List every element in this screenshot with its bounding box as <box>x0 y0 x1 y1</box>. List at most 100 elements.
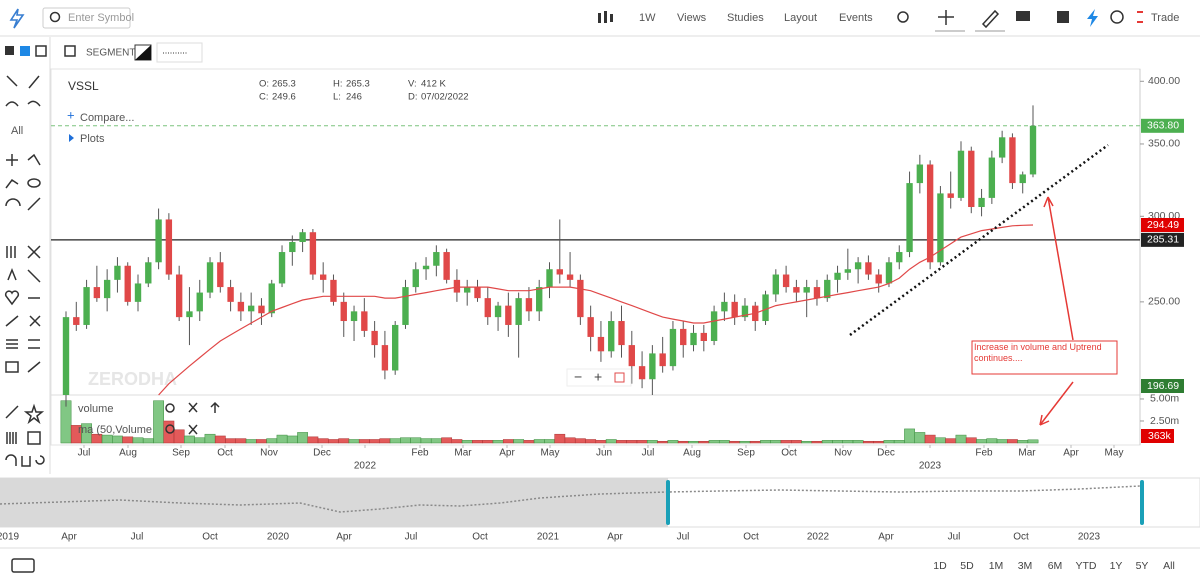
legend-key: D: <box>408 92 418 103</box>
range-button[interactable]: 6M <box>1048 560 1063 572</box>
candle-body <box>62 317 70 395</box>
volume-bar <box>379 438 391 444</box>
zoom-reset[interactable] <box>614 372 625 383</box>
moving-average <box>158 224 1034 396</box>
y-tick-label: 400.00 <box>1148 75 1180 87</box>
volume-bar <box>749 440 761 444</box>
settings-icon[interactable] <box>897 11 909 23</box>
tool-icon[interactable] <box>6 431 41 445</box>
tool-icon[interactable] <box>6 245 41 259</box>
candle-body <box>906 183 913 253</box>
range-button[interactable]: 5D <box>960 560 974 572</box>
icon-part <box>610 14 613 22</box>
interval-button[interactable]: 1W <box>639 12 656 24</box>
candle-body <box>422 265 430 270</box>
draw-icon[interactable] <box>981 9 1000 29</box>
refresh-icon[interactable] <box>1110 10 1124 24</box>
study-up[interactable] <box>210 401 220 413</box>
tool-icon[interactable] <box>27 361 41 373</box>
plots-button[interactable]: Plots <box>80 133 105 145</box>
tool-icon[interactable] <box>6 339 40 349</box>
tool-icon[interactable] <box>35 45 47 57</box>
range-button[interactable]: 3M <box>1018 560 1033 572</box>
annotation-box[interactable] <box>971 340 1118 375</box>
tool-icon[interactable] <box>5 46 14 55</box>
legend-key: C: <box>259 92 269 103</box>
volume-bar <box>544 439 555 444</box>
candle-body <box>165 219 173 275</box>
study-close[interactable] <box>188 402 198 413</box>
tool-filter[interactable]: All <box>11 125 23 137</box>
tool-icon[interactable] <box>20 46 30 56</box>
volume-bar <box>472 440 483 444</box>
range-button[interactable]: 1D <box>933 560 947 572</box>
table-icon[interactable] <box>1057 11 1069 23</box>
price-tag <box>1141 218 1184 233</box>
tool-icon[interactable] <box>5 454 45 467</box>
trend-line[interactable] <box>849 143 1109 337</box>
logo[interactable] <box>9 8 25 29</box>
navigator-handle[interactable] <box>1140 480 1144 525</box>
menu-views[interactable]: Views <box>677 12 707 24</box>
navigator-handle[interactable] <box>666 480 670 525</box>
candle-body <box>289 242 296 253</box>
range-button[interactable]: YTD <box>1076 560 1097 572</box>
candle-body <box>710 311 718 341</box>
trade-button[interactable]: Trade <box>1151 12 1179 24</box>
menu-layout[interactable]: Layout <box>784 12 817 24</box>
crosshair-icon[interactable] <box>938 10 954 25</box>
flash-icon[interactable] <box>1087 9 1098 27</box>
range-button[interactable]: 5Y <box>1136 560 1149 572</box>
volume-bar <box>297 432 309 444</box>
x-tick-label: Jul <box>642 448 655 459</box>
candle-body <box>659 353 666 367</box>
candle-body <box>628 345 635 367</box>
segment-style[interactable] <box>156 42 203 63</box>
range-button[interactable]: All <box>1163 560 1175 572</box>
volume-bar <box>677 440 689 444</box>
zoom-in[interactable]: + <box>594 369 602 385</box>
candle-type-button[interactable] <box>598 11 613 23</box>
candle-body <box>474 287 481 299</box>
navigator-label: 2022 <box>807 532 830 543</box>
tool-icon[interactable] <box>6 153 41 166</box>
tool-icon[interactable] <box>6 75 40 89</box>
volume-bar <box>256 439 267 444</box>
tool-icon[interactable] <box>5 315 41 327</box>
menu-studies[interactable]: Studies <box>727 12 764 24</box>
price-tag <box>1141 118 1184 133</box>
tool-icon[interactable] <box>4 290 40 306</box>
tool-icon[interactable] <box>5 178 41 189</box>
candle-body <box>875 274 882 284</box>
candle-body <box>505 305 512 325</box>
zoom-out[interactable]: − <box>574 369 582 385</box>
volume-bar <box>852 440 864 444</box>
compare-button[interactable]: Compare... <box>80 112 134 124</box>
menu-events[interactable]: Events <box>839 12 873 24</box>
volume-bar <box>461 440 473 444</box>
volume-bar <box>904 428 915 444</box>
study-settings[interactable] <box>165 403 175 413</box>
study-settings[interactable] <box>165 424 175 434</box>
volume-bar <box>225 438 236 444</box>
candle-body <box>577 279 584 318</box>
keyboard-icon[interactable] <box>11 558 35 573</box>
tool-icon[interactable] <box>5 403 45 425</box>
tool-icon[interactable] <box>5 100 41 107</box>
study-close[interactable] <box>188 424 198 435</box>
range-button[interactable]: 1M <box>989 560 1004 572</box>
volume-bar <box>574 438 586 444</box>
x-tick-label: Mar <box>454 448 472 459</box>
tool-icon[interactable] <box>5 197 41 211</box>
symbol-search[interactable] <box>42 7 131 29</box>
ohlc-legend: O: 265.3 H: 265.3 V: 412 KC: 249.6 L: 246 D: 07/02… <box>259 79 469 103</box>
icon-part <box>598 13 601 23</box>
tool-icon[interactable] <box>5 361 19 373</box>
volume-bar <box>945 438 957 444</box>
candle-body <box>464 287 471 293</box>
range-button[interactable]: 1Y <box>1110 560 1123 572</box>
volume-bar <box>605 439 617 444</box>
comment-icon[interactable] <box>1016 11 1030 21</box>
tool-icon[interactable] <box>7 267 41 283</box>
popout-icon[interactable] <box>64 45 76 57</box>
